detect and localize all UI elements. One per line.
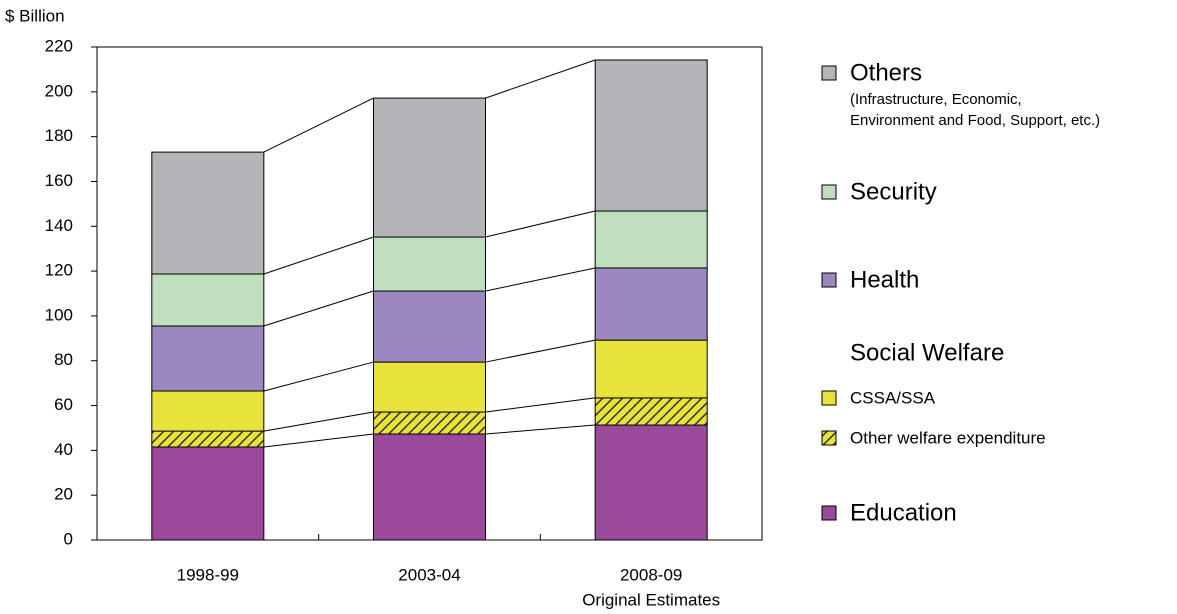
- legend-swatch: [821, 65, 837, 81]
- bar-segment: [151, 273, 265, 327]
- connector-line: [485, 339, 596, 363]
- connector-line: [263, 236, 374, 275]
- bar-segment: [594, 210, 708, 269]
- bar-segment: [151, 390, 265, 432]
- legend-label: Others: [850, 59, 922, 86]
- connector-line: [263, 290, 374, 327]
- x-tick-sublabel: Original Estimates: [582, 590, 720, 609]
- legend-swatch: [821, 272, 837, 288]
- legend-label: Security: [850, 178, 937, 205]
- y-tick-label: 200: [45, 81, 73, 100]
- legend-swatch: [821, 430, 837, 446]
- connector-line: [485, 424, 596, 435]
- connector-line: [485, 210, 596, 238]
- connector-line: [485, 397, 596, 413]
- bar-segment: [151, 430, 265, 448]
- bar-segment: [151, 151, 265, 275]
- connector-line: [263, 411, 374, 432]
- y-tick-label: 60: [54, 395, 73, 414]
- bar-segment: [594, 59, 708, 212]
- x-tick-label: 2008-09: [620, 565, 682, 584]
- connector-line: [263, 433, 374, 448]
- y-tick-label: 40: [54, 440, 73, 459]
- x-tick-label: 2003-04: [398, 565, 460, 584]
- y-tick-label: 100: [45, 305, 73, 324]
- bar-segment: [373, 290, 486, 363]
- legend-heading: Social Welfare: [850, 339, 1004, 366]
- legend-swatch: [821, 184, 837, 200]
- legend-label: Other welfare expenditure: [850, 428, 1046, 447]
- connector-line: [485, 59, 596, 99]
- bar-segment: [373, 433, 486, 541]
- legend-note: (Infrastructure, Economic,: [850, 91, 1022, 108]
- legend-swatch: [821, 505, 837, 521]
- legend-label: CSSA/SSA: [850, 388, 936, 407]
- x-tick-label: 1998-99: [177, 565, 239, 584]
- y-tick-label: 0: [64, 529, 73, 548]
- bar-segment: [594, 339, 708, 399]
- legend-note: Environment and Food, Support, etc.): [850, 112, 1100, 129]
- bar-segment: [151, 446, 265, 541]
- y-tick-label: 160: [45, 171, 73, 190]
- bar-segment: [151, 325, 265, 392]
- bar-segment: [373, 97, 486, 238]
- legend-swatch: [821, 390, 837, 406]
- y-tick-label: 20: [54, 485, 73, 504]
- legend-label: Health: [850, 266, 919, 293]
- y-tick-label: 180: [45, 126, 73, 145]
- bar-segment: [594, 267, 708, 341]
- y-tick-label: 140: [45, 216, 73, 235]
- y-tick-label: 220: [45, 36, 73, 55]
- legend-label: Education: [850, 499, 957, 526]
- bar-segment: [373, 236, 486, 292]
- bar-segment: [373, 411, 486, 435]
- y-axis-label: $ Billion: [5, 6, 65, 25]
- connector-line: [263, 97, 374, 153]
- bar-segment: [594, 424, 708, 541]
- bar-segment: [373, 361, 486, 413]
- connector-line: [485, 267, 596, 292]
- connector-line: [263, 361, 374, 392]
- bar-segment: [594, 397, 708, 426]
- y-tick-label: 80: [54, 350, 73, 369]
- y-tick-label: 120: [45, 261, 73, 280]
